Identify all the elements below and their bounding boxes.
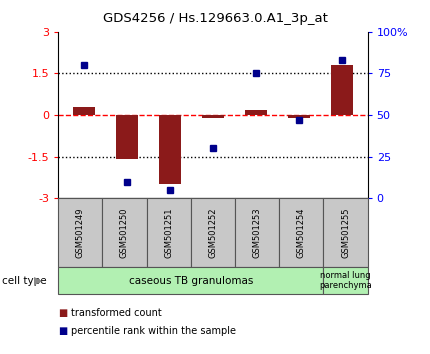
Bar	[202, 115, 224, 118]
Bar	[159, 115, 181, 184]
Text: GSM501250: GSM501250	[120, 207, 129, 258]
Text: GSM501255: GSM501255	[341, 207, 350, 258]
Text: ■: ■	[58, 326, 68, 336]
Text: ▶: ▶	[34, 275, 42, 286]
Text: caseous TB granulomas: caseous TB granulomas	[129, 275, 253, 286]
Bar	[116, 115, 138, 159]
Text: GSM501253: GSM501253	[252, 207, 261, 258]
Text: GSM501254: GSM501254	[297, 207, 306, 258]
Bar	[331, 65, 353, 115]
Text: percentile rank within the sample: percentile rank within the sample	[71, 326, 236, 336]
Text: GSM501252: GSM501252	[209, 207, 217, 258]
Text: GDS4256 / Hs.129663.0.A1_3p_at: GDS4256 / Hs.129663.0.A1_3p_at	[103, 12, 327, 25]
Text: normal lung
parenchyma: normal lung parenchyma	[319, 271, 372, 290]
Text: GSM501249: GSM501249	[76, 207, 85, 258]
Bar	[288, 115, 310, 118]
Text: transformed count: transformed count	[71, 308, 162, 318]
Text: ■: ■	[58, 308, 68, 318]
Text: cell type: cell type	[2, 275, 47, 286]
Bar	[245, 109, 267, 115]
Text: GSM501251: GSM501251	[164, 207, 173, 258]
Bar	[73, 107, 95, 115]
